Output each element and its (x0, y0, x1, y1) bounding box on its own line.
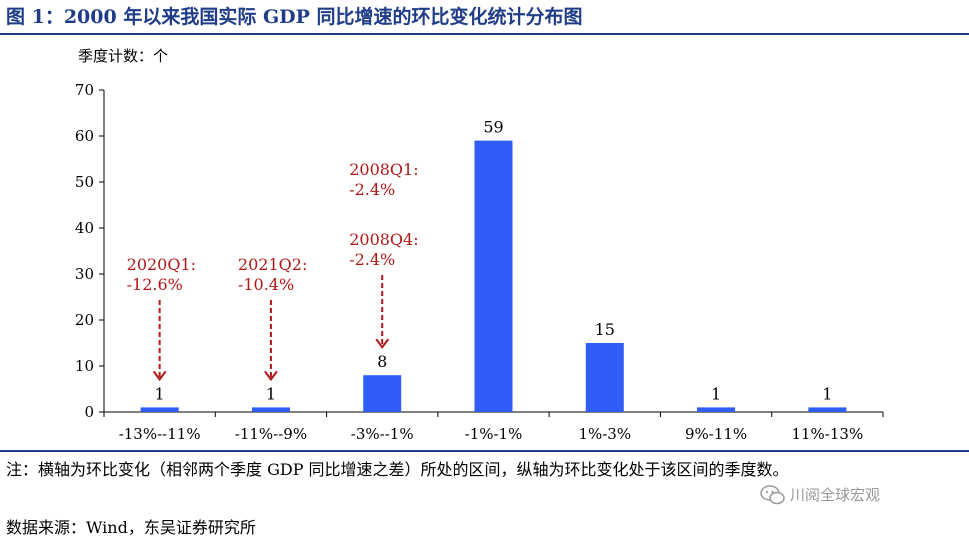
bar (251, 407, 290, 412)
y-tick-label: 50 (75, 173, 94, 191)
x-tick-label: -3%--1% (351, 425, 414, 443)
x-tick-label: 11%-13% (791, 425, 863, 443)
x-tick-label: -13%--11% (119, 425, 201, 443)
data-label: 1 (711, 384, 721, 403)
note-divider (0, 450, 969, 452)
y-tick-label: 70 (75, 81, 94, 99)
data-source: 数据来源：Wind，东吴证券研究所 (6, 518, 256, 537)
x-tick-label: -11%--9% (235, 425, 307, 443)
annotation-text: 2008Q4: (349, 230, 418, 249)
x-tick-label: 1%-3% (578, 425, 631, 443)
bar-chart: 0 10 20 30 40 50 60 70 1 -13%--11% 1 -11%--9% 8 -3%--… (75, 81, 884, 443)
title-underline (0, 33, 969, 35)
watermark: 川阅全球宏观 (760, 484, 880, 505)
data-label: 1 (822, 384, 832, 403)
data-label: 8 (377, 352, 387, 371)
y-tick-label: 0 (84, 403, 94, 421)
annotation-text: -12.6% (127, 275, 183, 294)
annotation-text: 2020Q1: (127, 255, 196, 274)
y-tick-label: 60 (75, 127, 94, 145)
chart-note: 注：横轴为环比变化（相邻两个季度 GDP 同比增速之差）所处的区间，纵轴为环比变… (6, 460, 789, 479)
bar (363, 375, 402, 412)
x-tick-label: 9%-11% (685, 425, 747, 443)
y-tick-label: 40 (75, 219, 94, 237)
data-label: 1 (266, 384, 276, 403)
page-title: 图 1：2000 年以来我国实际 GDP 同比增速的环比变化统计分布图 (6, 6, 583, 28)
y-tick-label: 30 (75, 265, 94, 283)
bar (140, 407, 179, 412)
annotation-text: -10.4% (238, 275, 294, 294)
data-label: 1 (155, 384, 165, 403)
annotation-text: 2021Q2: (238, 255, 307, 274)
wechat-icon (760, 484, 785, 504)
annotation-text: -2.4% (349, 180, 395, 199)
bar (697, 407, 736, 412)
data-label: 15 (595, 320, 615, 339)
bar (474, 140, 513, 412)
data-label: 59 (483, 118, 503, 137)
watermark-text: 川阅全球宏观 (790, 486, 881, 504)
y-tick-label: 20 (75, 311, 94, 329)
y-axis-label: 季度计数：个 (78, 47, 169, 65)
bar (808, 407, 847, 412)
annotation-text: 2008Q1: (349, 160, 418, 179)
y-tick-label: 10 (75, 357, 94, 375)
bar (585, 343, 624, 412)
annotation-text: -2.4% (349, 250, 395, 269)
x-tick-label: -1%-1% (465, 425, 523, 443)
